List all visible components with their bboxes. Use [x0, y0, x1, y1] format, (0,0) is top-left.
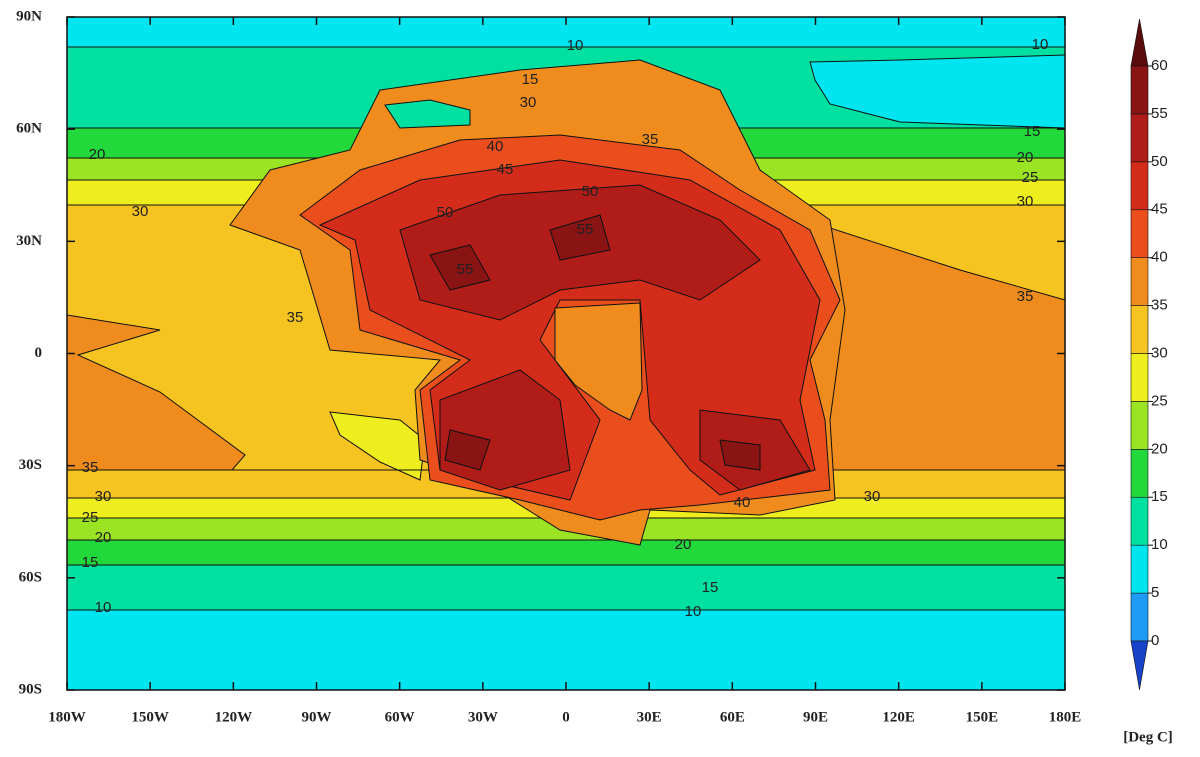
contour-label: 20 — [675, 536, 692, 553]
temperature-field — [66, 17, 1066, 690]
colorbar-under — [1130, 640, 1149, 691]
colorbar-band — [1130, 161, 1149, 211]
contour-label: 10 — [685, 603, 702, 620]
contour-label: 25 — [1022, 169, 1039, 186]
colorbar-band — [1130, 305, 1149, 354]
contour-label: 40 — [487, 138, 504, 155]
land-region — [429, 244, 491, 291]
lon-label: 60E — [720, 709, 745, 725]
colorbar-label: 20 — [1151, 440, 1168, 457]
contour-label: 20 — [1017, 149, 1034, 166]
lon-label: 90W — [302, 709, 332, 725]
contour-label: 30 — [132, 203, 149, 220]
lon-label: 120W — [215, 709, 253, 725]
contour-label: 15 — [82, 554, 99, 571]
ocean-band — [67, 540, 1065, 565]
lon-label: 180E — [1049, 709, 1082, 725]
contour-label: 10 — [95, 599, 112, 616]
land-region — [384, 99, 471, 129]
colorbar-band — [1130, 592, 1149, 642]
ocean-band — [67, 565, 1065, 610]
lat-label: 60N — [16, 121, 42, 137]
lat-label: 30S — [19, 457, 42, 473]
contour-labels: 10 10153015202530203035354045505055553530… — [82, 36, 1049, 620]
colorbar-over — [1130, 18, 1149, 67]
contour-label: 35 — [1017, 288, 1034, 305]
contour-label: 20 — [89, 146, 106, 163]
contour-label: 45 — [497, 161, 514, 178]
contour-label: 55 — [457, 261, 474, 278]
colorbar-band — [1130, 65, 1149, 115]
contour-label: 35 — [287, 309, 304, 326]
colorbar-label: 55 — [1151, 105, 1168, 122]
colorbar-label: 35 — [1151, 297, 1168, 314]
contour-label: 30 — [95, 488, 112, 505]
colorbar-band — [1130, 257, 1149, 306]
colorbar-label: 40 — [1151, 249, 1168, 266]
contour-label: 20 — [95, 529, 112, 546]
lon-label: 60W — [385, 709, 415, 725]
colorbar-label: 25 — [1151, 392, 1168, 409]
contour-label: 35 — [642, 131, 659, 148]
contour-label: 40 — [734, 494, 751, 511]
colorbar-band — [1130, 496, 1149, 546]
ocean-band — [67, 610, 1065, 690]
colorbar-label: 60 — [1151, 57, 1168, 74]
contour-label: 55 — [577, 221, 594, 238]
contour-label: 50 — [437, 204, 454, 221]
lat-label: 0 — [35, 345, 43, 361]
contour-label: 30 — [864, 488, 881, 505]
lon-label: 150W — [131, 709, 169, 725]
lon-label: 30W — [468, 709, 498, 725]
colorbar-label: 15 — [1151, 488, 1168, 505]
colorbar-band — [1130, 544, 1149, 594]
contour-label: 35 — [82, 459, 99, 476]
colorbar-band — [1130, 401, 1149, 450]
lon-label: 0 — [562, 709, 570, 725]
contour-label: 30 — [1017, 193, 1034, 210]
contour-label: 10 — [1032, 36, 1049, 53]
lon-label: 120E — [882, 709, 915, 725]
colorbar-band — [1130, 113, 1149, 163]
colorbar-label: 45 — [1151, 201, 1168, 218]
colorbar-band — [1130, 449, 1149, 498]
lon-label: 90E — [803, 709, 828, 725]
contour-label: 30 — [520, 94, 537, 111]
ocean-region — [329, 411, 426, 481]
lon-label: 180W — [48, 709, 86, 725]
contour-label: 15 — [702, 579, 719, 596]
colorbar-label: 30 — [1151, 344, 1168, 361]
land-region — [554, 302, 643, 421]
contour-label: 15 — [1024, 123, 1041, 140]
colorbar-unit: [Deg C] — [1123, 729, 1173, 745]
colorbar-label: 5 — [1151, 584, 1159, 601]
axes: 90N 60N 30N 0 30S 60S 90S 180W 150W 120W 90W 60W 30W… — [16, 8, 1168, 725]
colorbar-label: 10 — [1151, 536, 1168, 553]
contour-label: 10 — [567, 37, 584, 54]
contour-label: 15 — [522, 71, 539, 88]
colorbar-label: 0 — [1151, 632, 1159, 649]
contour-label: 50 — [582, 183, 599, 200]
lat-label: 30N — [16, 233, 42, 249]
lon-label: 30E — [637, 709, 662, 725]
lat-label: 90N — [16, 8, 42, 24]
lat-label: 60S — [19, 569, 42, 585]
colorbar-band — [1130, 353, 1149, 402]
contour-label: 25 — [82, 509, 99, 526]
lon-label: 150E — [966, 709, 999, 725]
colorbar-label: 50 — [1151, 153, 1168, 170]
ocean-region — [809, 54, 1066, 129]
land-region — [719, 439, 761, 471]
lat-label: 90S — [19, 681, 42, 697]
land-region — [444, 429, 491, 471]
land-region — [549, 214, 611, 261]
colorbar-band — [1130, 209, 1149, 258]
